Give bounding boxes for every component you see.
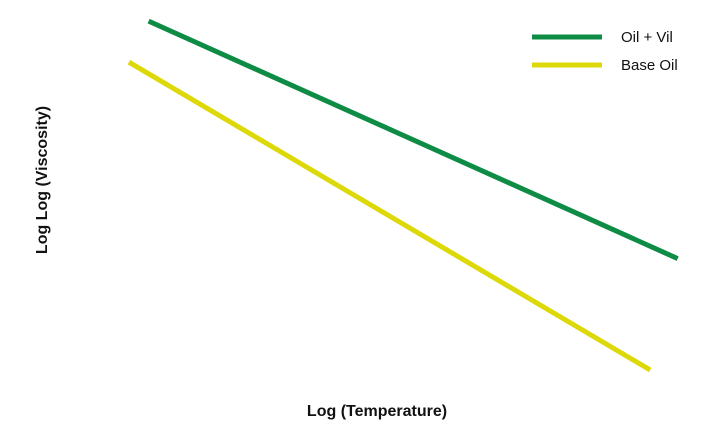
series-line-oil-vil: [147, 18, 679, 261]
series-layer: [127, 18, 679, 373]
x-axis-label: Log (Temperature): [307, 403, 447, 420]
series-line-base-oil: [127, 60, 652, 373]
legend-label-base-oil: Base Oil: [621, 57, 678, 74]
y-axis-label: Log Log (Viscosity): [34, 106, 51, 254]
legend: Oil + Vil Base Oil: [532, 29, 678, 74]
legend-label-oil-vil: Oil + Vil: [621, 29, 673, 46]
